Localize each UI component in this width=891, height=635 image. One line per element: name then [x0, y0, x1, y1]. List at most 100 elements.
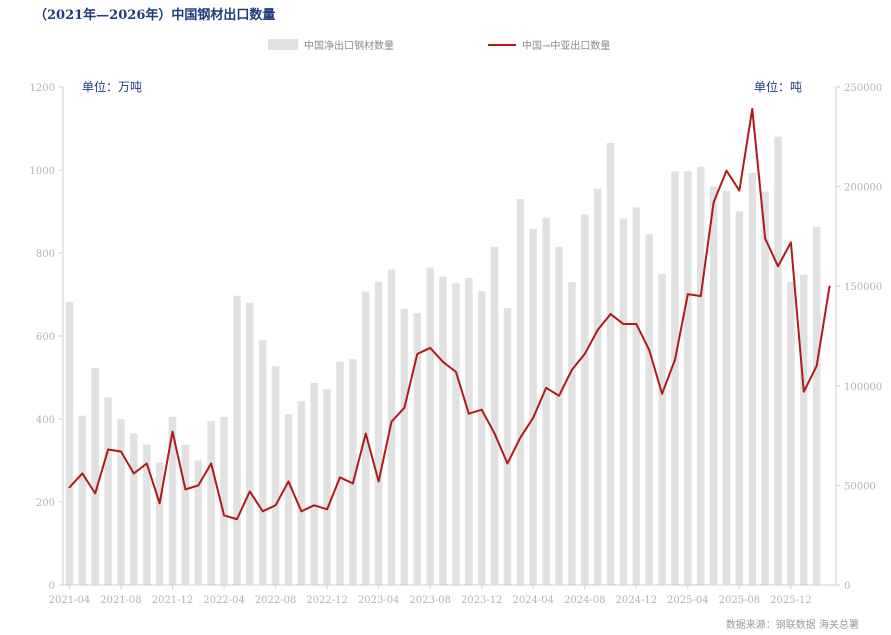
- line-point-2023-03: [364, 432, 367, 435]
- line-point-2021-07: [107, 448, 109, 451]
- bar-2025-10: [761, 191, 769, 585]
- line-point-2021-08: [120, 450, 122, 453]
- line-point-2022-09: [287, 480, 290, 483]
- line-point-2025-03: [674, 359, 676, 361]
- bar-2023-09: [439, 276, 447, 585]
- bar-2022-09: [284, 414, 293, 585]
- x-tick-label: 2022-04: [203, 595, 245, 606]
- bar-2023-11: [465, 277, 473, 585]
- line-point-2024-04: [532, 416, 535, 419]
- x-tick-label: 2024-08: [564, 595, 606, 606]
- bar-2024-02: [503, 308, 512, 585]
- x-tick-label: 2024-12: [616, 595, 658, 606]
- bar-2022-02: [194, 460, 203, 585]
- line-point-2022-03: [210, 462, 212, 465]
- y-right-tick-label: 0: [844, 581, 850, 592]
- bar-2023-10: [452, 283, 460, 585]
- bar-2022-07: [258, 340, 267, 585]
- legend-bar-swatch: [268, 39, 298, 50]
- line-point-2023-12: [480, 408, 483, 411]
- bar-2024-03: [516, 199, 525, 586]
- line-point-2022-06: [249, 490, 251, 493]
- y-right-tick-label: 100000: [844, 382, 882, 393]
- line-point-2021-09: [133, 472, 135, 475]
- bar-2021-09: [130, 433, 138, 585]
- bar-2025-11: [774, 136, 782, 586]
- right-axis-unit: 单位：吨: [754, 80, 803, 94]
- line-point-2023-09: [442, 361, 444, 363]
- bar-2023-02: [349, 359, 357, 585]
- bar-2023-01: [336, 361, 344, 585]
- line-point-2024-07: [571, 369, 573, 371]
- bar-2025-07: [722, 190, 731, 585]
- bar-2023-05: [387, 269, 396, 585]
- line-point-2025-08: [738, 189, 741, 192]
- line-point-2025-04: [687, 293, 689, 295]
- line-point-2025-02: [661, 392, 663, 395]
- bar-2022-11: [310, 382, 318, 585]
- bar-2024-10: [606, 143, 615, 585]
- bar-2021-11: [155, 462, 164, 585]
- bar-2025-05: [696, 166, 705, 585]
- line-point-2024-08: [583, 353, 586, 355]
- x-tick-label: 2022-08: [255, 595, 297, 606]
- bar-2021-08: [117, 419, 125, 585]
- line-point-2024-09: [596, 329, 599, 331]
- line-point-2023-11: [468, 412, 470, 415]
- x-tick-label: 2023-04: [358, 595, 400, 606]
- line-point-2025-01: [648, 349, 650, 351]
- line-point-2023-04: [377, 480, 380, 483]
- line-point-2024-05: [545, 386, 547, 389]
- line-path: [68, 107, 831, 521]
- line-point-2023-06: [403, 406, 406, 409]
- bar-2024-09: [593, 188, 602, 585]
- line-point-2023-01: [339, 476, 341, 479]
- bar-2024-06: [555, 246, 563, 585]
- line-point-2025-10: [764, 237, 766, 240]
- bar-2024-07: [568, 282, 576, 585]
- line-point-2024-01: [493, 432, 496, 435]
- bar-2021-05: [78, 415, 87, 585]
- line-point-2025-06: [712, 201, 715, 204]
- line-point-2022-12: [326, 508, 328, 511]
- line-point-2025-07: [725, 169, 728, 172]
- line-point-2025-05: [699, 295, 702, 297]
- line-point-2021-05: [81, 472, 84, 475]
- legend-line-label: 中国→中亚出口数量: [522, 41, 611, 52]
- line-point-2025-09: [751, 108, 754, 110]
- bar-2023-03: [362, 291, 370, 585]
- x-tick-label: 2024-04: [512, 595, 554, 606]
- x-tick-label: 2025-12: [770, 595, 812, 606]
- x-tick-label: 2022-12: [306, 595, 348, 606]
- legend-item-bars[interactable]: 中国净出口钢材数量: [268, 37, 394, 52]
- legend-bar-label: 中国净出口钢材数量: [304, 41, 394, 52]
- line-point-2024-03: [519, 436, 522, 439]
- legend-item-line[interactable]: 中国→中亚出口数量: [488, 37, 610, 52]
- bar-2024-08: [581, 214, 589, 585]
- bar-2022-06: [246, 302, 254, 585]
- y-right-tick-label: 50000: [844, 481, 876, 492]
- bar-2025-08: [735, 211, 744, 585]
- bar-2022-01: [181, 444, 190, 585]
- line-point-2022-04: [223, 514, 225, 517]
- line-point-2025-11: [777, 265, 779, 268]
- line-point-2022-02: [197, 484, 200, 487]
- chart-title: （2021年—2026年）中国钢材出口数量: [34, 8, 276, 23]
- bar-2022-08: [271, 366, 280, 585]
- bar-2025-01: [645, 234, 653, 585]
- line-point-2021-04: [68, 486, 71, 489]
- y-left-tick-label: 1000: [30, 166, 55, 177]
- bar-2025-09: [748, 172, 756, 585]
- bar-2021-04: [65, 301, 74, 585]
- bar-2025-12: [787, 282, 795, 585]
- bar-2023-12: [477, 291, 486, 585]
- y-left-tick-label: 800: [36, 249, 55, 260]
- line-point-2024-10: [609, 313, 612, 315]
- line-point-2025-12: [790, 241, 792, 244]
- x-tick-label: 2021-08: [100, 595, 142, 606]
- line-point-2026-02: [815, 365, 818, 367]
- line-point-2023-08: [429, 347, 431, 349]
- y-left-tick-label: 400: [36, 415, 55, 426]
- x-tick-label: 2025-04: [667, 595, 709, 606]
- x-tick-label: 2021-04: [49, 595, 91, 606]
